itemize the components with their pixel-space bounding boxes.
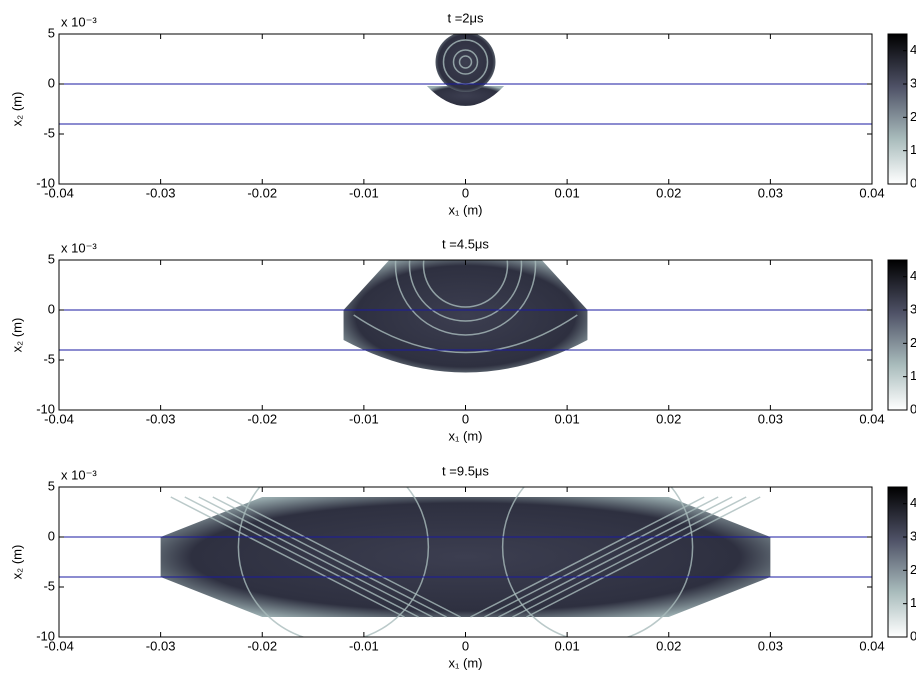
colorbar-tick-label: 2 [910, 109, 916, 124]
colorbar-tick-label: 4 [910, 42, 916, 57]
x-tick-label: -0.02 [247, 411, 277, 426]
y-tick-label: 5 [48, 25, 55, 40]
x-tick-label: 0.02 [656, 638, 681, 653]
x-tick-label: 0.03 [758, 185, 783, 200]
title: t =2μs [447, 10, 484, 25]
x-tick-label: -0.01 [349, 411, 379, 426]
page: -0.04-0.03-0.02-0.0100.010.020.030.0450-… [0, 0, 916, 680]
colorbar-tick-label: 3 [910, 528, 916, 543]
x-label: x₁ (m) [449, 202, 483, 217]
x-tick-label: -0.02 [247, 185, 277, 200]
x-tick-label: 0.03 [758, 638, 783, 653]
colorbar [888, 260, 907, 410]
x-label: x₁ (m) [449, 428, 483, 443]
y-multiplier: x 10⁻³ [61, 14, 97, 29]
y-tick-label: 5 [48, 251, 55, 266]
x-tick-label: 0.01 [554, 411, 579, 426]
wave-field [344, 260, 588, 373]
wave-field-group [161, 452, 771, 642]
y-tick-label: -10 [36, 175, 55, 190]
y-label: x₂ (m) [9, 92, 24, 127]
colorbar-tick-label: 1 [910, 368, 916, 383]
x-tick-label: 0.02 [656, 411, 681, 426]
x-tick-label: -0.01 [349, 638, 379, 653]
x-tick-label: -0.03 [146, 411, 176, 426]
colorbar-tick-label: 3 [910, 75, 916, 90]
wave-field [161, 497, 771, 617]
y-tick-label: -10 [36, 401, 55, 416]
x-tick-label: 0.04 [859, 638, 884, 653]
colorbar [888, 34, 907, 184]
colorbar-tick-label: 4 [910, 268, 916, 283]
x-tick-label: 0 [462, 411, 469, 426]
y-label: x₂ (m) [9, 318, 24, 353]
colorbar-tick-label: 0 [910, 401, 916, 416]
x-tick-label: -0.03 [146, 638, 176, 653]
y-tick-label: -5 [43, 351, 55, 366]
y-tick-label: 0 [48, 301, 55, 316]
x-tick-label: -0.01 [349, 185, 379, 200]
x-label: x₁ (m) [449, 655, 483, 670]
figure: -0.04-0.03-0.02-0.0100.010.020.030.0450-… [0, 0, 916, 680]
y-tick-label: -5 [43, 578, 55, 593]
colorbar-tick-label: 2 [910, 562, 916, 577]
colorbar-tick-label: 0 [910, 628, 916, 643]
y-tick-label: -10 [36, 628, 55, 643]
x-tick-label: 0.01 [554, 185, 579, 200]
y-label: x₂ (m) [9, 545, 24, 580]
colorbar-tick-label: 0 [910, 175, 916, 190]
x-tick-label: 0.04 [859, 185, 884, 200]
colorbar-tick-label: 3 [910, 301, 916, 316]
title: t =9.5μs [442, 463, 489, 478]
title: t =4.5μs [442, 236, 489, 251]
x-tick-label: 0.04 [859, 411, 884, 426]
wave-field-group [427, 32, 504, 106]
wave-field-group [344, 195, 588, 373]
colorbar-tick-label: 1 [910, 142, 916, 157]
y-tick-label: -5 [43, 125, 55, 140]
colorbar-tick-label: 2 [910, 335, 916, 350]
x-tick-label: 0 [462, 638, 469, 653]
y-tick-label: 5 [48, 478, 55, 493]
y-multiplier: x 10⁻³ [61, 240, 97, 255]
x-tick-label: -0.03 [146, 185, 176, 200]
y-multiplier: x 10⁻³ [61, 467, 97, 482]
colorbar-tick-label: 4 [910, 495, 916, 510]
x-tick-label: -0.02 [247, 638, 277, 653]
colorbar [888, 487, 907, 637]
x-tick-label: 0.01 [554, 638, 579, 653]
colorbar-tick-label: 1 [910, 595, 916, 610]
y-tick-label: 0 [48, 528, 55, 543]
x-tick-label: 0 [462, 185, 469, 200]
y-tick-label: 0 [48, 75, 55, 90]
x-tick-label: 0.03 [758, 411, 783, 426]
wave-field [436, 32, 496, 92]
x-tick-label: 0.02 [656, 185, 681, 200]
